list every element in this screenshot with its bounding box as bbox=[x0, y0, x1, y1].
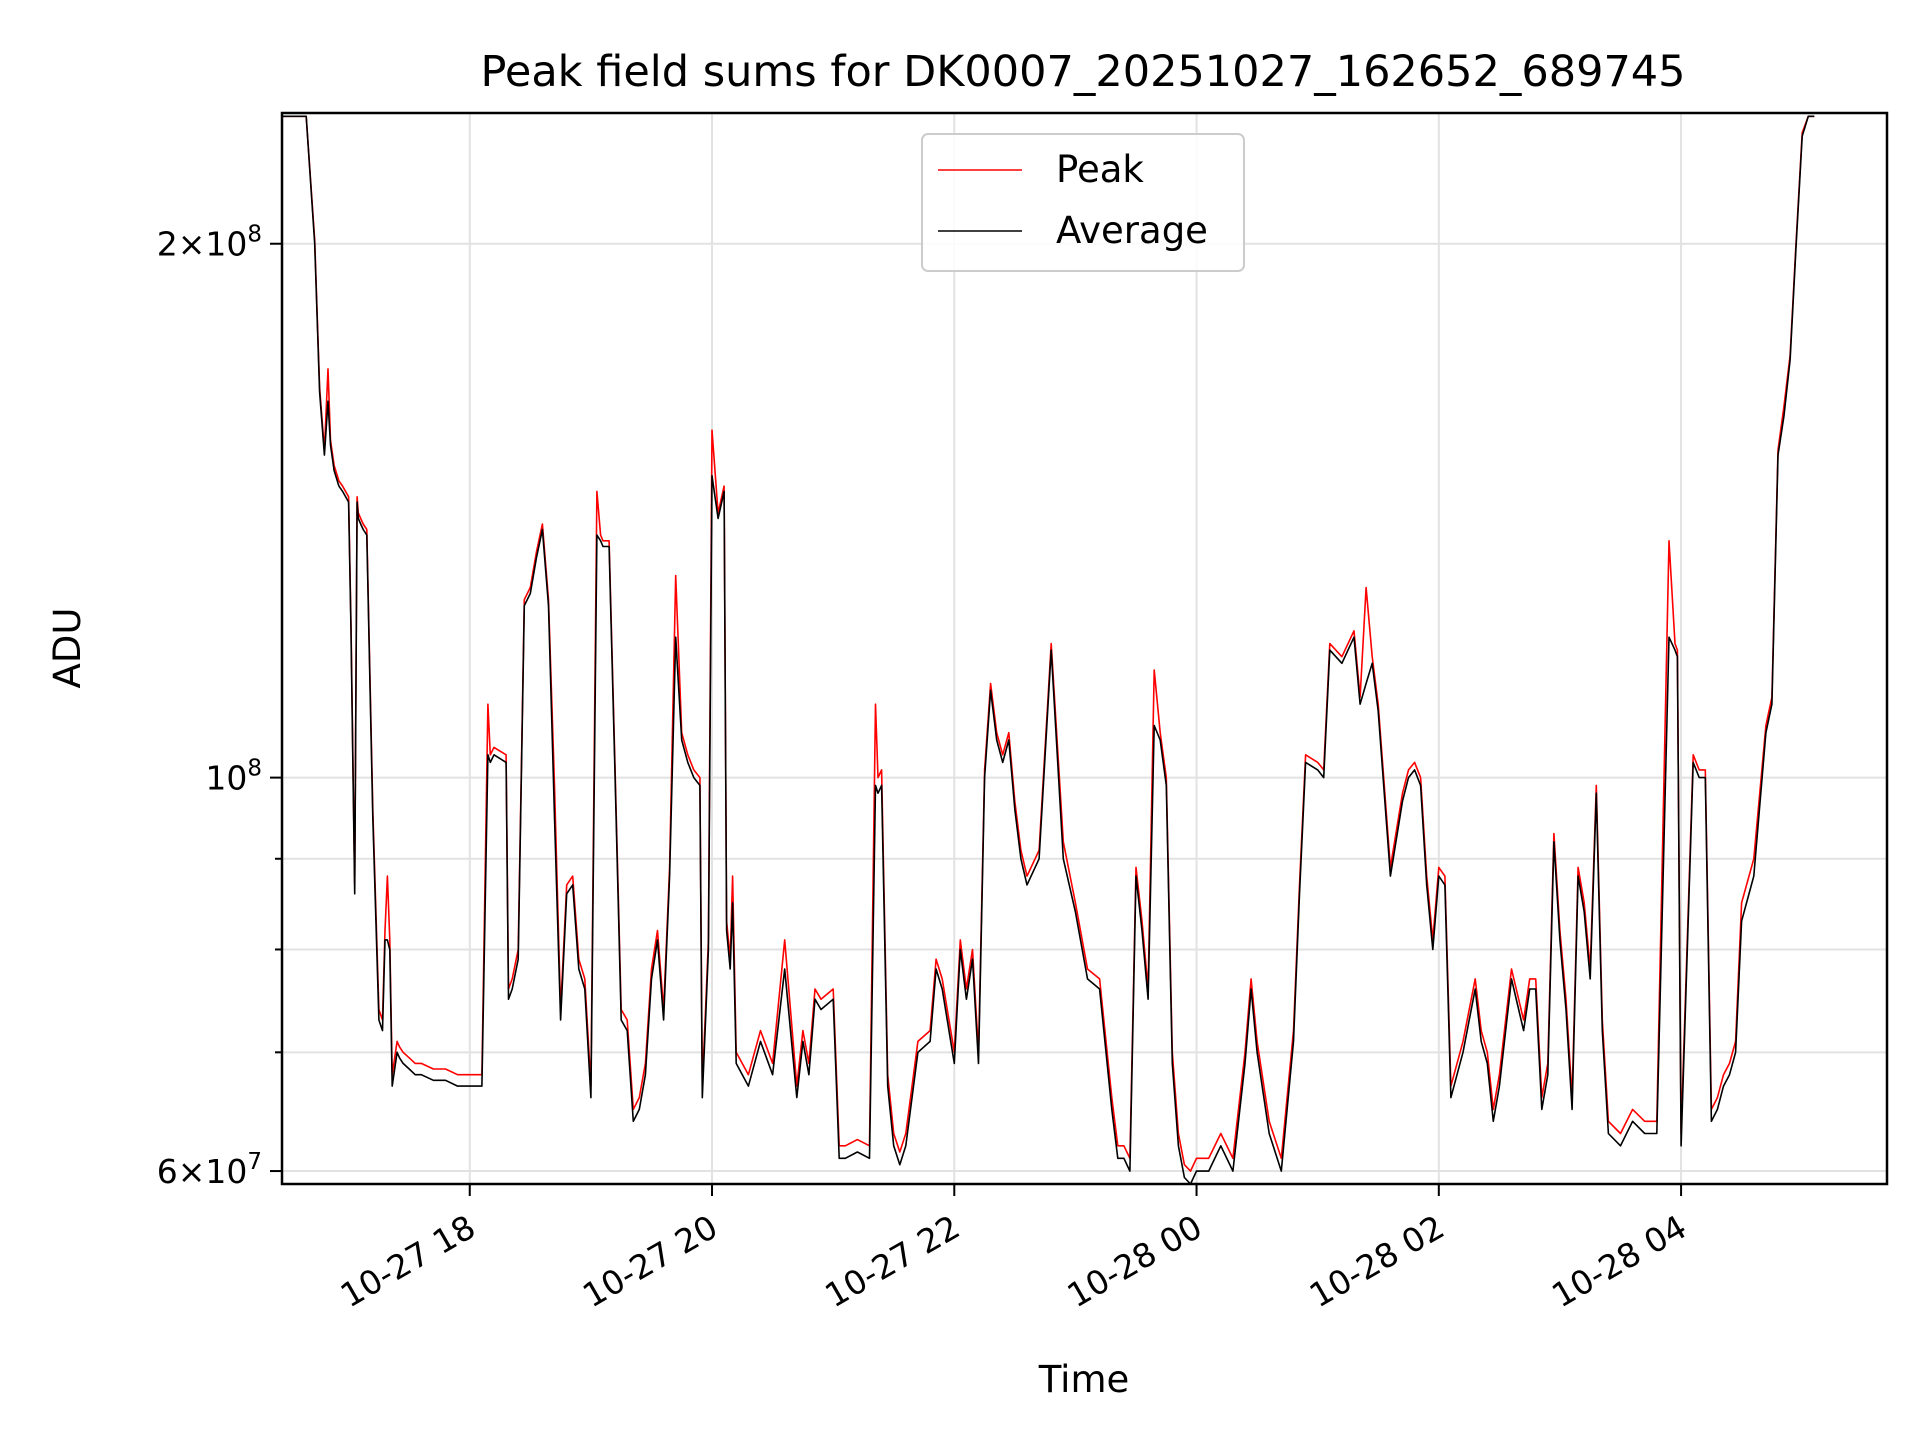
y-tick-label-base: 6×10 bbox=[157, 1152, 248, 1191]
y-tick-label-base: 2×10 bbox=[157, 225, 248, 264]
y-tick-label-base: 10 bbox=[205, 759, 247, 798]
y-tick-label: 2×108 bbox=[157, 222, 262, 264]
x-axis-label: Time bbox=[1038, 1358, 1130, 1401]
y-tick-label-exponent: 8 bbox=[247, 222, 262, 248]
legend-box bbox=[921, 133, 1245, 272]
y-tick-label-exponent: 8 bbox=[247, 756, 262, 782]
y-tick-label: 108 bbox=[205, 756, 262, 798]
legend: Peak Average bbox=[921, 133, 1245, 272]
plot-frame bbox=[280, 111, 1889, 1186]
average-series-line bbox=[282, 115, 1815, 1185]
y-tick-label-exponent: 7 bbox=[247, 1149, 262, 1175]
series-lines bbox=[282, 115, 1815, 1185]
legend-peak-label: Peak bbox=[1056, 148, 1144, 191]
y-tick-label: 6×107 bbox=[157, 1149, 262, 1191]
y-axis-label: ADU bbox=[46, 608, 89, 689]
legend-average-label: Average bbox=[1056, 209, 1208, 252]
chart-title: Peak field sums for DK0007_20251027_1626… bbox=[480, 47, 1685, 97]
